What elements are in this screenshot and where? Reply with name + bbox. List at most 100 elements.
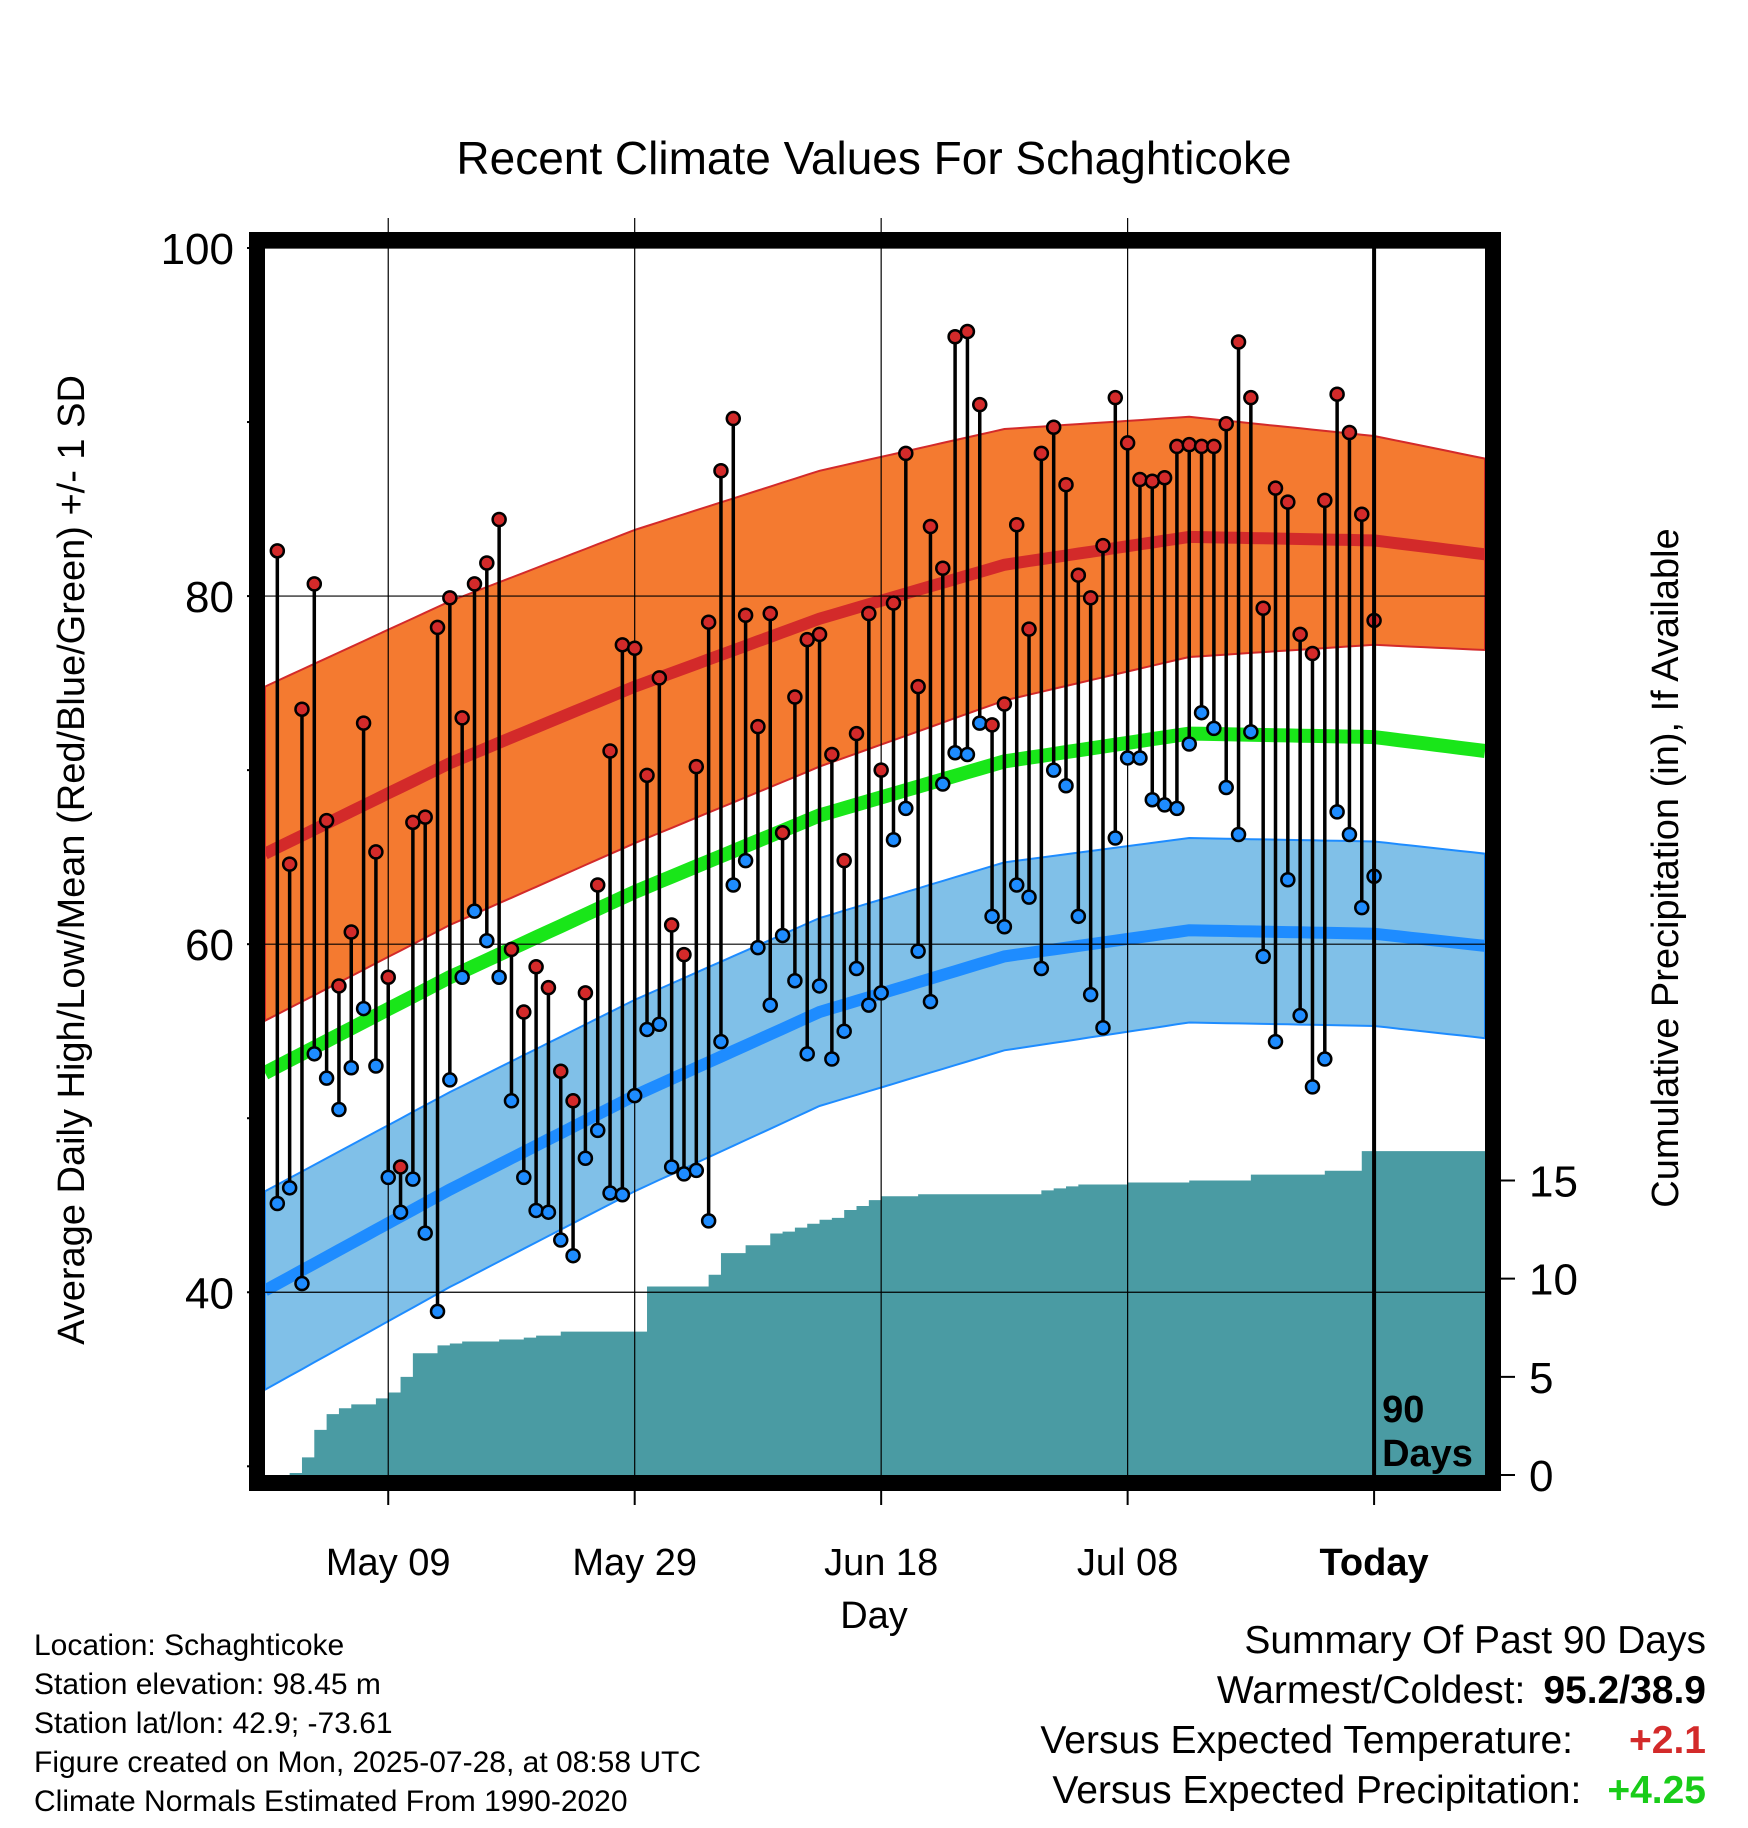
high-temp-dot (466, 576, 483, 592)
low-temp-dot (516, 1169, 532, 1186)
low-temp-dot (861, 997, 877, 1013)
chart-title: Recent Climate Values For Schaghticoke (456, 132, 1291, 184)
low-temp-dot (368, 1058, 384, 1074)
summary-warmest-row: Warmest/Coldest: 95.2/38.9 (1040, 1666, 1706, 1716)
high-temp-dot (1341, 424, 1358, 441)
low-temp-dot (1280, 872, 1296, 888)
low-temp-dot (885, 831, 902, 848)
summary-warmest-label: Warmest/Coldest: (1216, 1669, 1526, 1712)
summary-panel: Summary Of Past 90 Days Warmest/Coldest:… (1040, 1616, 1706, 1816)
low-temp-dot (343, 1059, 360, 1076)
low-temp-dot (1193, 704, 1210, 721)
summary-precip-value: +4.25 (1607, 1769, 1706, 1812)
low-temp-dot (454, 969, 470, 985)
low-temp-dot (676, 1166, 692, 1182)
low-temp-dot (1119, 750, 1136, 766)
high-temp-dot (1230, 334, 1247, 350)
low-temp-dot (1033, 960, 1050, 977)
y2-tick-label: 5 (1529, 1354, 1553, 1403)
low-temp-dot (873, 985, 889, 1001)
summary-precip-row: Versus Expected Precipitation: +4.25 (1040, 1766, 1706, 1816)
high-temp-dot (380, 969, 396, 985)
low-temp-dot (442, 1072, 458, 1088)
low-temp-dot (1255, 948, 1271, 965)
high-temp-dot (602, 743, 618, 759)
high-temp-dot (355, 715, 372, 731)
high-temp-dot (971, 396, 988, 413)
high-temp-dot (1082, 590, 1099, 606)
x-tick-label: May 09 (326, 1542, 451, 1584)
high-temp-dot (318, 812, 335, 829)
low-temp-dot (1008, 877, 1025, 893)
station-info: Location: Schaghticoke Station elevation… (34, 1626, 701, 1821)
low-temp-dot (1082, 986, 1099, 1003)
high-temp-dot (417, 809, 433, 825)
low-temp-dot (1230, 826, 1247, 843)
high-temp-dot (984, 717, 1000, 733)
high-temp-dot (269, 543, 286, 559)
y2-tick-label: 0 (1529, 1452, 1553, 1501)
low-temp-dot (910, 943, 926, 959)
high-temp-dot (811, 626, 828, 643)
high-temp-dot (1008, 516, 1025, 533)
high-temp-dot (663, 917, 680, 933)
high-temp-dot (836, 852, 852, 869)
low-temp-dot (405, 1171, 421, 1187)
y-tick-label: 80 (185, 573, 234, 622)
high-temp-dot (639, 767, 655, 784)
low-temp-dot (799, 1046, 815, 1062)
low-temp-dot (281, 1180, 298, 1196)
daily-dots (269, 323, 1382, 1320)
low-temp-dot (1021, 889, 1037, 905)
low-temp-dot (294, 1275, 310, 1292)
summary-temp-value: +2.1 (1629, 1719, 1706, 1762)
high-temp-dot (935, 560, 951, 576)
low-temp-dot (750, 939, 766, 956)
high-temp-dot (688, 758, 705, 775)
high-temp-dot (1218, 416, 1234, 432)
high-temp-dot (491, 511, 507, 528)
high-temp-dot (442, 590, 458, 606)
y2-tick-label: 10 (1529, 1256, 1578, 1305)
x-tick-label: May 29 (572, 1542, 697, 1584)
high-temp-dot (565, 1093, 581, 1109)
high-temp-dot (306, 576, 323, 592)
high-temp-dot (626, 640, 643, 657)
high-temp-dot (503, 941, 520, 958)
low-temp-dot (614, 1187, 631, 1203)
low-temp-dot (355, 1000, 372, 1017)
info-normals: Climate Normals Estimated From 1990-2020 (34, 1785, 628, 1818)
high-temp-dot (1070, 567, 1087, 583)
plot-border (249, 232, 1501, 1491)
low-temp-dot (1095, 1019, 1111, 1036)
high-temp-dot (737, 607, 754, 623)
high-temp-dot (405, 814, 421, 831)
low-temp-dot (528, 1202, 544, 1219)
high-temp-dot (713, 463, 729, 479)
low-temp-dot (725, 877, 742, 893)
high-temp-dot (762, 605, 779, 622)
high-temp-dot (848, 725, 865, 742)
low-temp-dot (947, 744, 963, 761)
high-temp-dot (528, 959, 544, 975)
low-temp-dot (1144, 791, 1161, 808)
x-tick-label: Jul 08 (1077, 1542, 1178, 1584)
high-temp-dot (1045, 419, 1062, 436)
high-temp-dot (873, 762, 889, 778)
low-temp-dot (762, 997, 779, 1013)
low-temp-dot (651, 1016, 668, 1032)
high-temp-dot (1243, 389, 1259, 406)
high-temp-dot (996, 696, 1013, 712)
low-temp-dot (824, 1051, 840, 1067)
low-temp-dot (787, 972, 803, 989)
high-temp-dot (725, 410, 742, 427)
high-temp-dot (1193, 438, 1210, 455)
high-temp-dot (910, 678, 926, 695)
low-temp-dot (713, 1033, 729, 1050)
low-temp-dot (306, 1046, 323, 1062)
high-temp-dot (589, 877, 606, 893)
high-temp-dot (700, 614, 717, 630)
low-temp-dot (1267, 1033, 1284, 1050)
low-temp-dot (331, 1101, 347, 1118)
